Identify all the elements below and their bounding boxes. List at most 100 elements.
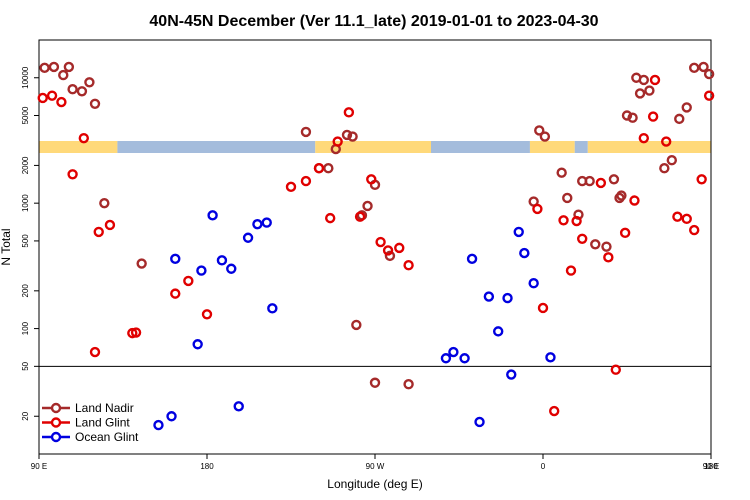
data-point-land-nadir <box>63 61 75 73</box>
data-point-land-glint <box>313 163 325 174</box>
series-ocean-glint <box>153 210 556 431</box>
data-point-land-glint <box>183 275 194 287</box>
data-point-land-glint <box>78 132 90 144</box>
data-point-ocean-glint <box>474 416 485 428</box>
x-tick-label: 180 <box>704 462 718 471</box>
legend-label: Land Glint <box>75 416 130 430</box>
data-point-land-glint <box>343 107 355 118</box>
data-point-land-glint <box>537 302 549 314</box>
y-tick-label: 1000 <box>21 194 30 212</box>
data-point-ocean-glint <box>528 278 539 289</box>
data-point-land-glint <box>649 74 661 86</box>
data-point-land-glint <box>619 227 631 239</box>
data-point-land-nadir <box>681 102 692 113</box>
y-tick-label: 20 <box>21 411 30 420</box>
x-tick-label: 90 E <box>31 462 47 471</box>
data-point-land-glint <box>681 213 692 225</box>
data-point-ocean-glint <box>483 291 495 302</box>
data-point-ocean-glint <box>192 339 203 350</box>
coverage-segment-ocean <box>574 141 588 153</box>
data-point-land-glint <box>56 96 67 108</box>
y-axis-label: N Total <box>0 228 13 265</box>
coverage-segment-land <box>587 141 711 153</box>
data-point-ocean-glint <box>448 346 459 358</box>
data-point-land-nadir <box>39 62 50 74</box>
data-point-land-nadir <box>590 239 601 250</box>
coverage-segment-land <box>39 141 118 153</box>
data-point-ocean-glint <box>233 401 244 412</box>
data-point-land-nadir <box>76 86 88 97</box>
series-land-nadir <box>39 61 715 390</box>
data-point-land-nadir <box>341 129 353 141</box>
data-point-land-glint <box>558 215 569 226</box>
data-point-land-glint <box>354 211 366 222</box>
data-point-land-nadir <box>627 112 638 123</box>
coverage-segment-land <box>529 141 575 153</box>
data-point-land-glint <box>672 211 683 222</box>
data-point-land-nadir <box>347 131 358 142</box>
data-point-ocean-glint <box>196 265 207 276</box>
data-point-land-glint <box>375 236 386 248</box>
data-point-land-glint <box>703 90 715 101</box>
data-point-ocean-glint <box>506 369 517 380</box>
y-tick-label: 200 <box>21 284 30 298</box>
data-point-land-glint <box>130 327 142 338</box>
data-point-land-glint <box>285 181 297 193</box>
x-tick-label: 0 <box>541 462 546 471</box>
data-point-land-glint <box>170 288 181 299</box>
data-point-land-nadir <box>89 98 101 109</box>
data-point-land-glint <box>46 90 58 101</box>
series-land-glint <box>37 74 715 417</box>
data-point-land-nadir <box>556 167 567 178</box>
y-axis-ticks: 20 50 100 200 500 1000 2000 5000 10000 <box>21 66 39 421</box>
data-point-land-glint <box>332 136 343 147</box>
x-tick-label: 90 E <box>703 462 719 471</box>
data-point-land-glint <box>647 111 659 122</box>
coverage-segment-ocean <box>431 141 530 153</box>
data-point-land-glint <box>629 195 640 206</box>
data-point-ocean-glint <box>440 353 452 364</box>
data-point-land-glint <box>638 132 649 144</box>
data-point-land-glint <box>689 224 700 236</box>
data-point-land-nadir <box>300 126 312 138</box>
legend-label: Ocean Glint <box>75 430 139 444</box>
data-point-land-nadir <box>621 110 633 121</box>
data-point-land-glint <box>37 92 48 104</box>
data-point-land-glint <box>571 215 582 227</box>
data-point-land-nadir <box>539 131 551 142</box>
data-point-land-glint <box>661 136 672 147</box>
data-point-ocean-glint <box>166 411 177 422</box>
data-series <box>37 61 715 431</box>
data-point-land-glint <box>394 242 405 254</box>
legend-marker <box>50 417 62 428</box>
data-point-land-nadir <box>601 241 612 252</box>
data-point-ocean-glint <box>207 210 218 221</box>
x-axis-label: Longitude (deg E) <box>327 477 422 491</box>
data-point-ocean-glint <box>226 263 237 274</box>
data-point-land-nadir <box>674 113 685 125</box>
data-point-land-nadir <box>659 163 670 174</box>
data-point-land-nadir <box>562 192 573 204</box>
data-point-ocean-glint <box>502 292 513 304</box>
data-point-land-glint <box>549 405 560 417</box>
data-point-land-nadir <box>362 200 373 212</box>
legend-label: Land Nadir <box>75 401 134 415</box>
data-point-ocean-glint <box>466 253 478 265</box>
data-point-land-glint <box>532 203 543 215</box>
data-point-ocean-glint <box>216 255 228 266</box>
y-tick-label: 10000 <box>21 66 30 89</box>
land-ocean-coverage-bar <box>39 141 711 153</box>
data-point-ocean-glint <box>513 226 524 238</box>
data-point-land-glint <box>67 169 78 180</box>
data-point-land-glint <box>565 265 577 276</box>
data-point-land-nadir <box>616 190 627 201</box>
coverage-segment-land <box>315 141 431 153</box>
data-point-ocean-glint <box>242 232 254 243</box>
data-point-land-glint <box>403 260 414 271</box>
data-point-land-nadir <box>666 155 677 166</box>
data-point-land-glint <box>382 245 394 256</box>
data-point-ocean-glint <box>519 247 530 259</box>
